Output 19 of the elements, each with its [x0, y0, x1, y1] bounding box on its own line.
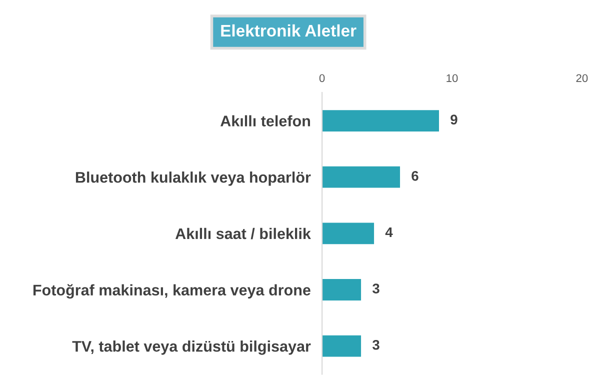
y-tick-label: Bluetooth kulaklık veya hoparlör: [76, 172, 311, 186]
data-label: 4: [385, 227, 393, 238]
bar: [322, 279, 362, 300]
bar: [322, 222, 374, 244]
data-label: 3: [372, 340, 380, 350]
data-label: 6: [412, 170, 418, 181]
chart-title: Elektronik Aletler: [221, 24, 356, 37]
x-tick-label: 20: [576, 74, 588, 82]
x-tick-label: 10: [446, 74, 458, 82]
bar: [322, 110, 439, 132]
data-label: 3: [372, 284, 380, 294]
y-tick-label: Akıllı saat / bileklik: [175, 228, 311, 240]
y-tick-label: Akıllı telefon: [220, 115, 310, 126]
bar: [322, 166, 400, 188]
y-tick-label: TV, tablet veya dizüstü bilgisayar: [72, 340, 311, 355]
data-label: 9: [450, 114, 458, 124]
bar: [322, 335, 362, 357]
x-tick-label: 0: [319, 74, 325, 82]
y-tick-label: Fotoğraf makinası, kamera veya drone: [33, 284, 310, 299]
